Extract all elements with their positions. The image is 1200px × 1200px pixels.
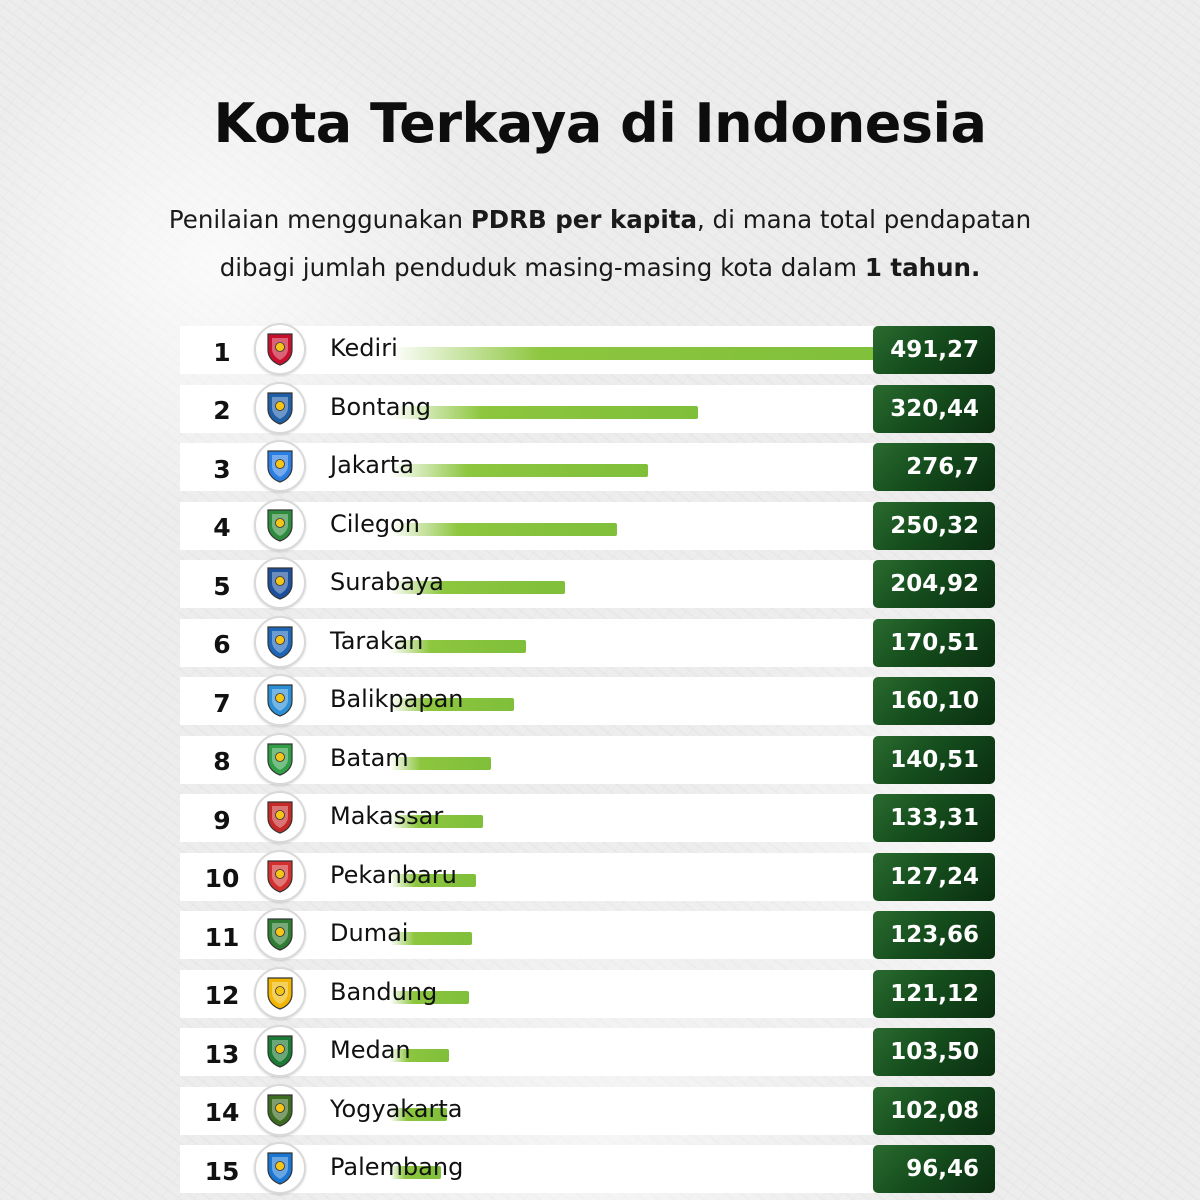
value-label: 102,08 — [873, 1086, 995, 1135]
table-row: 3 Jakarta 276,7 — [180, 440, 995, 492]
table-row: 6 Tarakan 170,51 — [180, 615, 995, 668]
city-label: Medan — [330, 1036, 411, 1064]
makassar-emblem-icon — [254, 791, 306, 843]
rank-label: 14 — [204, 1098, 240, 1127]
bandung-emblem-icon — [254, 966, 306, 1019]
table-row: 7 Balikpapan 160,10 — [180, 674, 995, 726]
rank-label: 15 — [204, 1156, 240, 1186]
city-label: Cilegon — [330, 509, 420, 538]
bar — [390, 347, 894, 360]
city-label: Bontang — [330, 392, 431, 421]
city-label: Palembang — [330, 1153, 464, 1181]
subtitle-text: Penilaian menggunakan — [168, 205, 471, 234]
bar — [390, 815, 484, 828]
table-row: 14 Yogyakarta 102,08 — [180, 1083, 995, 1136]
rank-label: 9 — [213, 805, 231, 835]
value-label: 140,51 — [873, 735, 995, 784]
table-row: 13 Medan 103,50 — [180, 1025, 995, 1077]
city-label: Surabaya — [330, 568, 444, 596]
value-label: 204,92 — [873, 560, 995, 608]
rank-label: 7 — [213, 688, 231, 718]
table-row: 9 Makassar 133,31 — [180, 791, 995, 843]
bar — [390, 1107, 448, 1121]
bar — [390, 581, 566, 594]
surabaya-emblem-icon — [254, 557, 306, 609]
table-row: 8 Batam 140,51 — [180, 732, 995, 785]
rank-label: 10 — [204, 864, 240, 893]
value-label: 170,51 — [873, 618, 995, 667]
bar — [390, 932, 472, 945]
table-row: 11 Dumai 123,66 — [180, 908, 995, 960]
bar — [390, 522, 618, 536]
city-label: Yogyakarta — [330, 1094, 463, 1123]
subtitle-highlight-pdrb: PDRB per kapita — [470, 205, 697, 234]
bar — [390, 464, 648, 477]
city-label: Tarakan — [330, 626, 424, 655]
tarakan-emblem-icon — [254, 615, 306, 668]
bar — [390, 873, 477, 887]
bar — [390, 639, 526, 653]
bar — [390, 990, 470, 1004]
page-subtitle: Penilaian menggunakan PDRB per kapita, d… — [100, 196, 1100, 292]
city-label: Bandung — [330, 977, 438, 1006]
balikpapan-emblem-icon — [254, 674, 306, 726]
rank-label: 12 — [204, 981, 240, 1010]
rank-label: 11 — [204, 922, 240, 952]
value-label: 320,44 — [873, 384, 995, 433]
value-label: 250,32 — [873, 501, 995, 550]
city-label: Pekanbaru — [330, 860, 457, 889]
rank-label: 3 — [213, 454, 231, 484]
dumai-emblem-icon — [254, 908, 306, 960]
value-label: 96,46 — [873, 1145, 995, 1193]
rank-label: 2 — [213, 396, 231, 425]
city-label: Batam — [330, 743, 409, 772]
city-label: Makassar — [330, 802, 444, 830]
rank-label: 13 — [204, 1039, 240, 1069]
palembang-emblem-icon — [254, 1142, 306, 1194]
value-label: 491,27 — [873, 326, 995, 374]
rank-label: 8 — [213, 747, 231, 776]
bar — [390, 1166, 441, 1179]
subtitle-text: , di mana total pendapatan — [696, 205, 1032, 234]
city-label: Kediri — [330, 334, 398, 362]
page-title: Kota Terkaya di Indonesia — [213, 92, 987, 155]
table-row: 1 Kediri 491,27 — [180, 323, 995, 375]
city-label: Balikpapan — [330, 685, 464, 713]
city-label: Jakarta — [330, 451, 414, 479]
value-label: 127,24 — [873, 852, 995, 901]
table-row: 12 Bandung 121,12 — [180, 966, 995, 1019]
bar — [390, 1049, 449, 1062]
value-label: 103,50 — [873, 1028, 995, 1076]
table-row: 5 Surabaya 204,92 — [180, 557, 995, 609]
rank-label: 5 — [213, 571, 231, 601]
bar — [390, 405, 698, 419]
subtitle-text: dibagi jumlah penduduk masing-masing kot… — [219, 253, 865, 282]
value-label: 276,7 — [873, 443, 995, 491]
value-label: 123,66 — [873, 911, 995, 959]
bontang-emblem-icon — [254, 381, 306, 434]
bar — [390, 756, 492, 770]
rank-label: 6 — [213, 630, 231, 659]
table-row: 2 Bontang 320,44 — [180, 381, 995, 434]
bar — [390, 698, 514, 711]
value-label: 133,31 — [873, 794, 995, 842]
yogyakarta-emblem-icon — [254, 1083, 306, 1136]
jakarta-emblem-icon — [254, 440, 306, 492]
table-row: 15 Palembang 96,46 — [180, 1142, 995, 1194]
value-label: 121,12 — [873, 969, 995, 1018]
cilegon-emblem-icon — [254, 498, 306, 551]
rank-label: 4 — [213, 513, 231, 542]
table-row: 10 Pekanbaru 127,24 — [180, 849, 995, 902]
batam-emblem-icon — [254, 732, 306, 785]
city-label: Dumai — [330, 919, 409, 947]
kediri-emblem-icon — [254, 323, 306, 375]
medan-emblem-icon — [254, 1025, 306, 1077]
pekanbaru-emblem-icon — [254, 849, 306, 902]
value-label: 160,10 — [873, 677, 995, 725]
rank-label: 1 — [213, 337, 231, 367]
subtitle-highlight-period: 1 tahun. — [864, 253, 981, 282]
table-row: 4 Cilegon 250,32 — [180, 498, 995, 551]
